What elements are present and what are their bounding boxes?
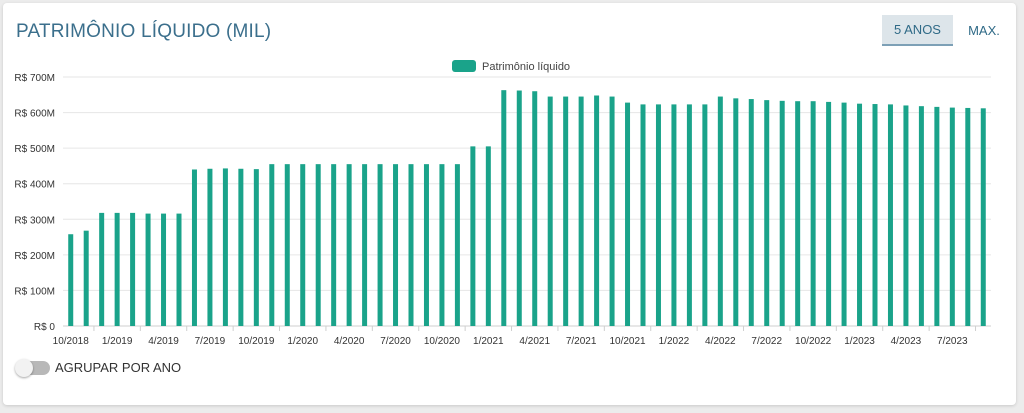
x-tick-label: 7/2023 <box>937 336 968 347</box>
x-tick-label: 10/2018 <box>53 336 90 347</box>
x-tick-label: 10/2022 <box>795 336 832 347</box>
bar <box>99 212 105 326</box>
x-tick-label: 4/2022 <box>705 336 736 347</box>
x-tick-label: 7/2021 <box>566 336 597 347</box>
bar <box>346 164 352 326</box>
x-tick-label: 4/2019 <box>148 336 179 347</box>
bar <box>980 108 986 326</box>
y-tick-label: R$ 300M <box>14 215 55 226</box>
bar <box>485 146 491 326</box>
range-max-button[interactable]: MAX. <box>968 23 1000 38</box>
bar <box>857 103 863 326</box>
bar <box>547 96 553 326</box>
x-tick-label: 1/2022 <box>659 336 690 347</box>
bar <box>145 213 151 326</box>
bar <box>516 90 522 326</box>
y-tick-label: R$ 200M <box>14 251 55 262</box>
page-title: PATRIMÔNIO LÍQUIDO (MIL) <box>16 21 272 42</box>
bar <box>253 169 259 326</box>
x-tick-label: 4/2021 <box>519 336 550 347</box>
bar <box>238 168 244 326</box>
bar <box>470 146 476 326</box>
bar <box>594 95 600 326</box>
x-tick-label: 4/2023 <box>891 336 922 347</box>
x-tick-label: 1/2021 <box>473 336 504 347</box>
bar <box>331 164 337 326</box>
x-tick-label: 7/2020 <box>380 336 411 347</box>
bar <box>300 164 306 326</box>
bar <box>408 164 414 326</box>
group-by-year-toggle[interactable] <box>15 359 50 377</box>
y-tick-label: R$ 600M <box>14 109 55 120</box>
bar <box>655 104 661 326</box>
bar <box>532 91 538 326</box>
bar <box>563 96 569 326</box>
bar <box>903 105 909 326</box>
y-tick-label: R$ 500M <box>14 144 55 155</box>
bar <box>795 101 801 326</box>
bar <box>68 234 74 326</box>
bar <box>176 213 182 326</box>
x-tick-label: 1/2023 <box>844 336 875 347</box>
bar <box>130 212 136 326</box>
range-5-years-button[interactable]: 5 ANOS <box>882 15 953 46</box>
bar <box>191 169 197 326</box>
bar <box>779 100 785 326</box>
bar <box>578 96 584 326</box>
bar <box>114 212 120 326</box>
x-tick-label: 10/2019 <box>238 336 275 347</box>
toggle-knob <box>15 359 33 377</box>
bar <box>609 96 615 326</box>
y-tick-label: R$ 0 <box>34 322 56 333</box>
x-tick-label: 10/2020 <box>424 336 461 347</box>
x-tick-label: 1/2019 <box>102 336 133 347</box>
bar <box>501 90 507 326</box>
bar <box>887 104 893 326</box>
bar <box>965 107 971 326</box>
bar <box>393 164 399 326</box>
bar <box>439 164 445 326</box>
bar-chart: R$ 0 R$ 100M R$ 200M R$ 300M R$ 400M R$ 500M R… <box>14 60 991 347</box>
bar <box>717 96 723 326</box>
bar <box>83 230 89 326</box>
legend-swatch <box>452 60 476 72</box>
bar <box>686 104 692 326</box>
bar <box>222 168 228 326</box>
bar <box>454 164 460 326</box>
bar <box>918 106 924 326</box>
bar <box>362 164 368 326</box>
group-by-year-label: AGRUPAR POR ANO <box>55 360 182 375</box>
x-tick-label: 7/2022 <box>751 336 782 347</box>
bar <box>315 164 321 326</box>
y-tick-label: R$ 400M <box>14 180 55 191</box>
bar <box>841 102 847 327</box>
bar <box>423 164 429 326</box>
bar <box>625 102 631 327</box>
x-tick-label: 7/2019 <box>195 336 226 347</box>
bar <box>934 106 940 326</box>
bar <box>702 104 708 326</box>
x-tick-label: 10/2021 <box>609 336 646 347</box>
y-tick-label: R$ 700M <box>14 73 55 84</box>
bar <box>207 168 213 326</box>
bar <box>872 104 878 326</box>
legend-label: Patrimônio líquido <box>482 61 570 73</box>
bar <box>640 104 646 326</box>
bar <box>748 99 754 326</box>
x-tick-label: 1/2020 <box>287 336 318 347</box>
bar <box>764 100 770 326</box>
chart-card: PATRIMÔNIO LÍQUIDO (MIL) 5 ANOS MAX. R$ … <box>3 3 1016 405</box>
bar <box>949 107 955 326</box>
bar <box>377 164 383 326</box>
bar <box>671 104 677 326</box>
bar <box>810 101 816 326</box>
y-tick-label: R$ 100M <box>14 286 55 297</box>
bar <box>733 98 739 326</box>
x-tick-label: 4/2020 <box>334 336 365 347</box>
bar <box>161 213 167 326</box>
bar <box>269 164 275 326</box>
bar <box>826 101 832 327</box>
bar <box>284 164 290 326</box>
